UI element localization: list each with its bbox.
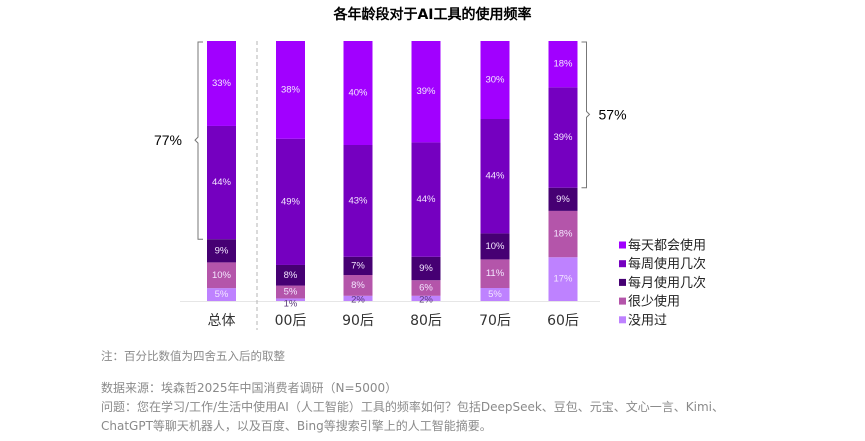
bar-segment bbox=[207, 288, 236, 301]
data-label: 11% bbox=[486, 268, 505, 279]
bar-segment bbox=[207, 239, 236, 263]
data-label: 2% bbox=[419, 295, 433, 306]
bar-segment bbox=[480, 288, 510, 301]
bar-segment bbox=[343, 145, 373, 257]
bar-segment bbox=[276, 41, 305, 139]
bar-segment bbox=[548, 257, 578, 301]
data-label: 2% bbox=[351, 295, 365, 306]
data-label: 7% bbox=[351, 260, 365, 271]
data-label: 9% bbox=[215, 245, 229, 256]
bar-segment bbox=[411, 41, 441, 143]
legend-swatch bbox=[619, 241, 626, 249]
legend-label: 没用过 bbox=[628, 313, 667, 328]
bar-segment bbox=[276, 138, 305, 265]
data-label: 44% bbox=[416, 194, 436, 205]
data-label: 40% bbox=[348, 88, 368, 99]
bar-segment bbox=[207, 41, 236, 126]
category-label: 80后 bbox=[410, 313, 442, 329]
data-label: 17% bbox=[553, 274, 573, 285]
bar-segment bbox=[548, 87, 578, 188]
bracket-label: 77% bbox=[154, 132, 182, 148]
bar-segment bbox=[411, 256, 441, 281]
data-label: 8% bbox=[351, 280, 365, 291]
data-label: 30% bbox=[485, 75, 505, 86]
bar-segment bbox=[207, 262, 236, 289]
data-label: 8% bbox=[284, 270, 298, 281]
bracket-label: 57% bbox=[599, 106, 627, 122]
bar-segment bbox=[548, 41, 578, 88]
category-label: 70后 bbox=[479, 313, 511, 329]
data-label: 18% bbox=[553, 59, 573, 70]
data-label: 43% bbox=[348, 195, 368, 206]
chart-title: 各年龄段对于AI工具的使用频率 bbox=[333, 7, 532, 23]
category-labels: 总体 00后 90后 80后 70后 60后 bbox=[208, 313, 579, 329]
data-label: 39% bbox=[553, 132, 573, 143]
data-label: 9% bbox=[419, 263, 433, 274]
bar-segment bbox=[480, 233, 510, 260]
data-label: 5% bbox=[488, 289, 502, 300]
data-label: 5% bbox=[284, 287, 298, 298]
bar-segment bbox=[480, 41, 510, 119]
bar-segment bbox=[411, 280, 441, 296]
data-label: 18% bbox=[553, 229, 573, 240]
data-label: 44% bbox=[485, 171, 505, 182]
data-label: 10% bbox=[212, 270, 232, 281]
data-label: 1% bbox=[284, 299, 298, 310]
legend-swatch bbox=[619, 297, 626, 305]
bar-segment bbox=[207, 125, 236, 240]
bar-segment bbox=[480, 119, 510, 234]
bar-segment bbox=[343, 41, 373, 145]
bar-segment bbox=[411, 295, 441, 301]
bracket-icon bbox=[581, 41, 591, 189]
category-label: 00后 bbox=[275, 313, 307, 329]
annotations: 77% 57% bbox=[154, 41, 627, 240]
legend-swatch bbox=[619, 260, 626, 268]
legend-swatch bbox=[619, 278, 626, 286]
bar-segment bbox=[343, 295, 373, 301]
bar-segment bbox=[480, 259, 510, 288]
bar-segment bbox=[411, 142, 441, 257]
survey-question-line-1: 问题：您在学习/工作/生活中使用AI（人工智能）工具的频率如何？包括DeepSe… bbox=[101, 400, 725, 414]
bar-segment bbox=[276, 264, 305, 286]
bracket-icon bbox=[194, 41, 203, 240]
data-label: 44% bbox=[212, 177, 232, 188]
legend-label: 每月使用几次 bbox=[628, 275, 706, 291]
data-label: 10% bbox=[485, 241, 505, 252]
legend-label: 每天都会使用 bbox=[628, 238, 706, 254]
bar-segment bbox=[343, 256, 373, 275]
legend-label: 很少使用 bbox=[628, 294, 680, 310]
category-label: 总体 bbox=[208, 313, 236, 329]
data-label: 38% bbox=[281, 84, 301, 95]
bar-segment bbox=[548, 210, 578, 258]
survey-question-line-2: ChatGPT等聊天机器人，以及百度、Bing等搜索引擎上的人工智能摘要。 bbox=[101, 419, 492, 433]
data-label: 9% bbox=[556, 194, 570, 205]
category-label: 90后 bbox=[342, 313, 374, 329]
data-label: 33% bbox=[212, 78, 232, 89]
bar-segment bbox=[276, 298, 305, 301]
legend-label: 每周使用几次 bbox=[628, 256, 706, 272]
category-label: 60后 bbox=[547, 313, 579, 329]
data-label: 49% bbox=[281, 196, 301, 207]
bar-segment bbox=[276, 285, 305, 299]
data-label: 39% bbox=[416, 86, 436, 97]
bar-segment bbox=[343, 275, 373, 296]
data-label: 6% bbox=[419, 283, 433, 294]
bars-group: 5%10%9%44%33%1%5%8%49%38%2%8%7%43%40%2%6… bbox=[180, 41, 600, 330]
data-source: 数据来源：埃森哲2025年中国消费者调研（N=5000） bbox=[101, 381, 398, 395]
legend-swatch bbox=[619, 316, 626, 324]
data-label: 5% bbox=[215, 289, 229, 300]
bar-segment bbox=[548, 187, 578, 211]
rounding-note: 注：百分比数值为四舍五入后的取整 bbox=[101, 349, 285, 363]
